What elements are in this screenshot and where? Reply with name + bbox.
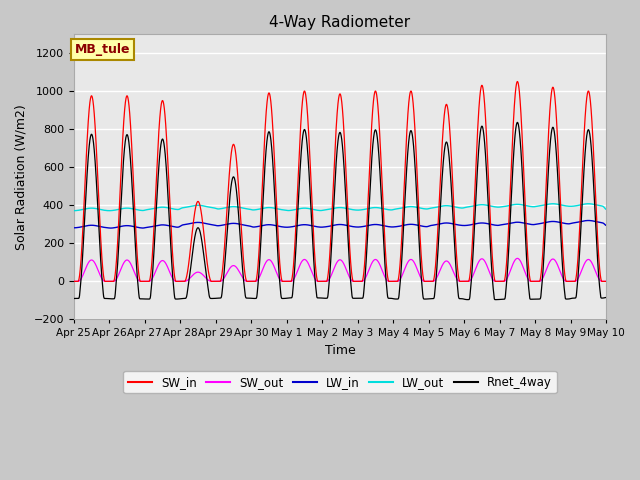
X-axis label: Time: Time bbox=[324, 344, 355, 357]
Y-axis label: Solar Radiation (W/m2): Solar Radiation (W/m2) bbox=[15, 104, 28, 250]
Legend: SW_in, SW_out, LW_in, LW_out, Rnet_4way: SW_in, SW_out, LW_in, LW_out, Rnet_4way bbox=[124, 371, 557, 394]
Title: 4-Way Radiometer: 4-Way Radiometer bbox=[269, 15, 410, 30]
Text: MB_tule: MB_tule bbox=[75, 43, 131, 56]
